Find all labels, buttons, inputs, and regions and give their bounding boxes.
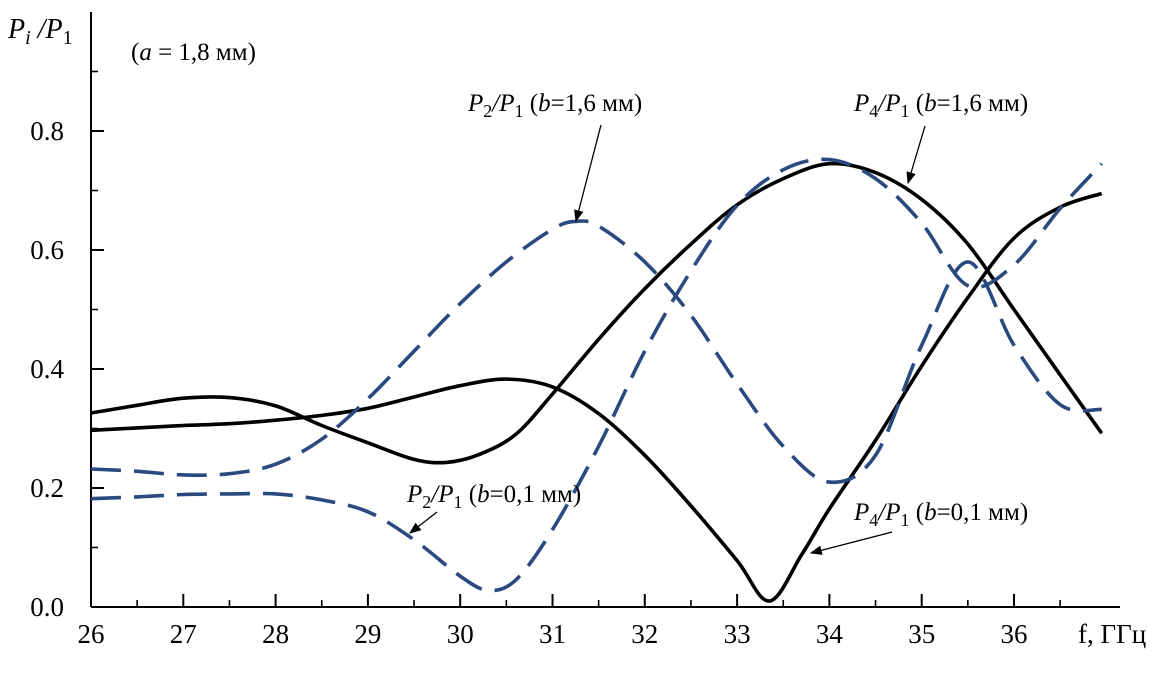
y-label-sub2: 1 bbox=[63, 27, 73, 49]
y-axis-label: Pi /P1 bbox=[7, 14, 73, 49]
annot-rest: =0,1 мм) bbox=[937, 499, 1029, 526]
x-tick-label: 27 bbox=[170, 619, 197, 649]
x-tick-label: 30 bbox=[447, 619, 474, 649]
y-tick-label: 0.4 bbox=[30, 354, 64, 384]
y-label-sub: i bbox=[25, 27, 31, 49]
annot-main: P bbox=[467, 90, 483, 117]
x-tick-label: 34 bbox=[816, 619, 844, 649]
parameter-note: (a = 1,8 мм) bbox=[131, 39, 256, 66]
x-tick-label: 31 bbox=[539, 619, 566, 649]
annot-mid: /P bbox=[876, 90, 900, 117]
series-line-p2-b01 bbox=[90, 157, 1104, 593]
y-tick-label: 0.2 bbox=[30, 473, 64, 503]
x-tick-label: 26 bbox=[78, 619, 105, 649]
annotation-p2-b16: P2/P1 (b=1,6 мм) bbox=[467, 90, 642, 223]
annot-sub: 4 bbox=[869, 101, 878, 121]
annot-rest: =0,1 мм) bbox=[490, 481, 582, 508]
annot-open: ( bbox=[910, 90, 925, 117]
annotation-arrow bbox=[809, 531, 893, 555]
series-line-p4-b01 bbox=[90, 191, 1103, 603]
x-tick-label: 33 bbox=[724, 619, 751, 649]
annot-rest: =1,6 мм) bbox=[551, 90, 643, 117]
annotation-p4-b01: P4/P1 (b=0,1 мм) bbox=[809, 499, 1028, 555]
annot-sub2: 1 bbox=[454, 492, 463, 512]
annotation-p2-b01: P2/P1 (b=0,1 мм) bbox=[406, 481, 581, 534]
x-tick-label: 29 bbox=[354, 619, 381, 649]
x-tick-label: 28 bbox=[262, 619, 289, 649]
annot-mid: /P bbox=[429, 481, 453, 508]
annot-var: b bbox=[924, 90, 937, 117]
x-axis-label: f, ГГц bbox=[1078, 619, 1146, 649]
annotation-arrow bbox=[906, 125, 926, 185]
y-label-main: P bbox=[7, 14, 25, 45]
series-line-p2-b16 bbox=[90, 219, 1102, 485]
series-layer bbox=[90, 157, 1104, 603]
note-rest: = 1,8 мм) bbox=[152, 39, 256, 66]
annot-sub2: 1 bbox=[515, 101, 524, 121]
annot-sub2: 1 bbox=[901, 510, 910, 530]
series-line-p4-b16 bbox=[90, 161, 1104, 465]
annot-main: P bbox=[406, 481, 422, 508]
annotation-arrow bbox=[574, 124, 602, 223]
annot-open: ( bbox=[910, 499, 925, 526]
note-open: ( bbox=[131, 39, 139, 66]
annot-mid: /P bbox=[876, 499, 900, 526]
annot-var: b bbox=[924, 499, 937, 526]
annot-sub: 2 bbox=[483, 101, 492, 121]
annot-main: P bbox=[853, 90, 869, 117]
annot-main: P bbox=[853, 499, 869, 526]
x-tick-label: 36 bbox=[1001, 619, 1028, 649]
annot-rest: =1,6 мм) bbox=[937, 90, 1029, 117]
annot-open: ( bbox=[524, 90, 539, 117]
annot-sub2: 1 bbox=[901, 101, 910, 121]
annot-sub: 4 bbox=[869, 510, 878, 530]
annotation-arrow bbox=[409, 511, 438, 534]
x-tick-label: 32 bbox=[631, 619, 658, 649]
annotation-text: P4/P1 (b=1,6 мм) bbox=[853, 90, 1028, 121]
annotation-text: P2/P1 (b=0,1 мм) bbox=[406, 481, 581, 512]
y-tick-label: 0.6 bbox=[30, 235, 64, 265]
x-tick-label: 35 bbox=[908, 619, 935, 649]
y-label-sep: /P bbox=[31, 14, 63, 45]
annotation-text: P2/P1 (b=1,6 мм) bbox=[467, 90, 642, 121]
y-tick-label: 0.8 bbox=[30, 116, 64, 146]
annotation-p4-b16: P4/P1 (b=1,6 мм) bbox=[853, 90, 1028, 185]
annot-sub: 2 bbox=[422, 492, 431, 512]
annot-open: ( bbox=[463, 481, 478, 508]
annot-var: b bbox=[477, 481, 490, 508]
y-tick-label: 0.0 bbox=[30, 592, 64, 622]
note-var: a bbox=[139, 39, 152, 66]
annot-mid: /P bbox=[490, 90, 514, 117]
annotation-text: P4/P1 (b=0,1 мм) bbox=[853, 499, 1028, 530]
axis-ticks: 26 27 28 29 30 31 32 33 34 35 36 0.0 0.2 0.4 0.6 0.8 bbox=[30, 70, 1061, 649]
annot-var: b bbox=[538, 90, 551, 117]
